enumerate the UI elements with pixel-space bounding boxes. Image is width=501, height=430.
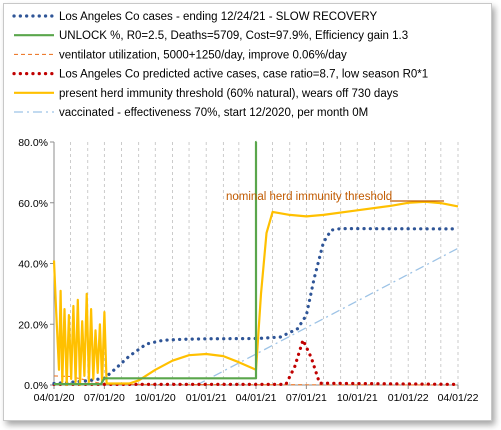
x-tick-label: 04/01/22 bbox=[438, 392, 479, 404]
series-line-5 bbox=[196, 247, 459, 386]
chart-canvas: 0.0% 20.0% 40.0% 60.0% 80.0% 04/01/20 07/01/20… bbox=[12, 11, 479, 404]
x-tick-label: 01/01/21 bbox=[186, 392, 227, 404]
x-tick-label: 04/01/20 bbox=[34, 392, 75, 404]
series-line-4 bbox=[52, 200, 459, 387]
series-line-3 bbox=[52, 338, 460, 386]
y-tick-label: 40.0% bbox=[18, 259, 48, 271]
y-tick-label: 80.0% bbox=[18, 137, 48, 149]
series-line-1 bbox=[54, 140, 258, 386]
legend-label-0: Los Angeles Co cases - ending 12/24/21 -… bbox=[59, 11, 377, 23]
x-tick-label: 07/01/21 bbox=[286, 392, 327, 404]
y-tick-label: 60.0% bbox=[18, 198, 48, 210]
chart-frame: 0.0% 20.0% 40.0% 60.0% 80.0% 04/01/20 07/01/20… bbox=[3, 3, 492, 421]
y-tick-label: 0.0% bbox=[24, 380, 48, 392]
annotation-herd-immunity: nominal herd immunity threshold bbox=[226, 191, 392, 203]
legend-label-3: Los Angeles Co predicted active cases, c… bbox=[59, 69, 428, 81]
y-tick-label: 20.0% bbox=[18, 319, 48, 331]
x-tick-label: 10/01/20 bbox=[135, 392, 176, 404]
x-tick-label: 10/01/21 bbox=[337, 392, 378, 404]
x-tick-label: 01/01/22 bbox=[388, 392, 429, 404]
legend-label-2: ventilator utilization, 5000+1250/day, i… bbox=[59, 49, 347, 61]
x-tick-label: 07/01/20 bbox=[84, 392, 125, 404]
x-tick-label: 04/01/21 bbox=[236, 392, 277, 404]
legend-label-4: present herd immunity threshold (60% nat… bbox=[59, 88, 398, 100]
legend-label-1: UNLOCK %, R0=2.5, Deaths=5709, Cost=97.9… bbox=[59, 30, 408, 42]
legend-label-5: vaccinated - effectiveness 70%, start 12… bbox=[59, 107, 368, 119]
